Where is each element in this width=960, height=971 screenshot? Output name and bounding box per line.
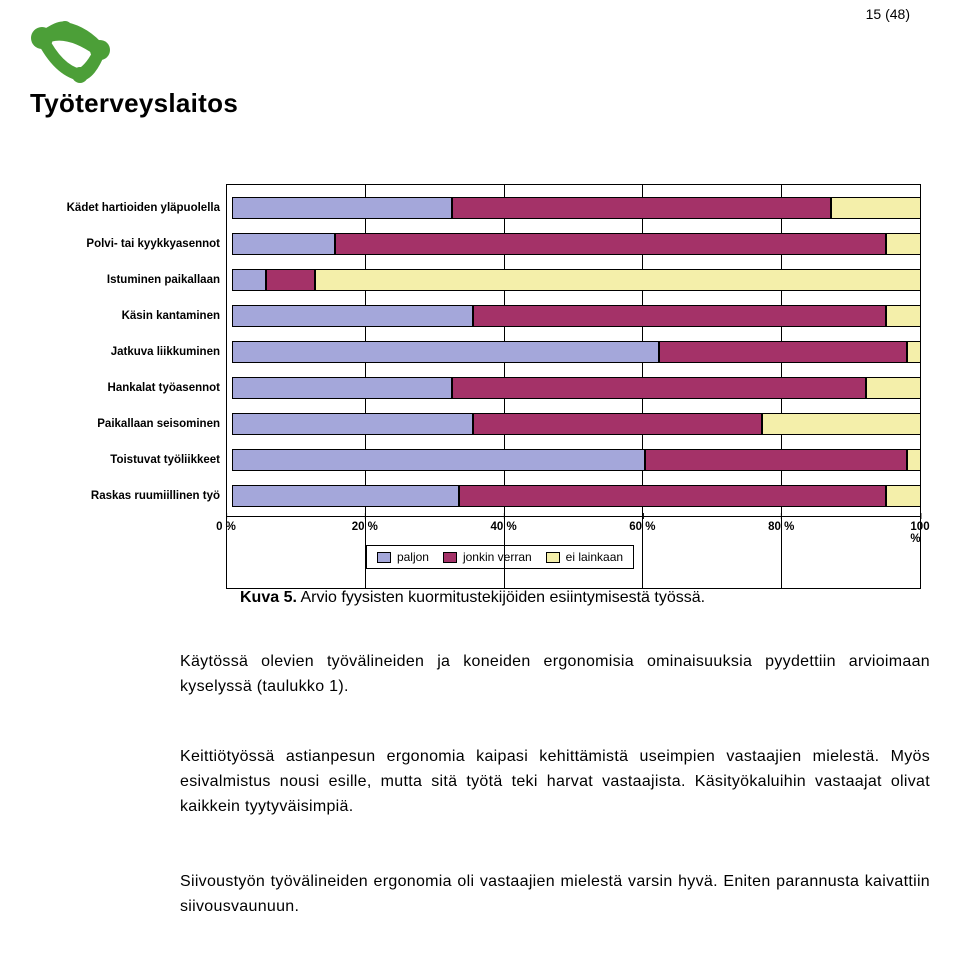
- bar-track: [226, 269, 940, 291]
- axis-tick: 0 %: [216, 513, 236, 533]
- bar-segment: [335, 233, 886, 255]
- bar-track: [226, 197, 940, 219]
- chart-caption: Kuva 5. Arvio fyysisten kuormitustekijöi…: [240, 589, 940, 607]
- legend-item: paljon: [377, 550, 429, 564]
- bar-label: Jatkuva liikkuminen: [60, 346, 226, 359]
- caption-bold: Kuva 5.: [240, 589, 297, 606]
- bar-segment: [459, 485, 886, 507]
- bar-segment: [886, 305, 921, 327]
- bars-container: Kädet hartioiden yläpuolella Polvi- tai k…: [60, 190, 940, 514]
- bar-label: Paikallaan seisominen: [60, 418, 226, 431]
- bar-track: [226, 449, 940, 471]
- bar-row: Hankalat työasennot: [60, 370, 940, 406]
- legend-label: paljon: [397, 550, 429, 564]
- bar-label: Istuminen paikallaan: [60, 274, 226, 287]
- bar-track: [226, 305, 940, 327]
- bar-segment: [232, 449, 645, 471]
- bar-segment: [232, 197, 452, 219]
- bar-track: [226, 413, 940, 435]
- logo-text: Työterveyslaitos: [30, 88, 238, 119]
- x-axis: 0 %20 %40 %60 %80 %100 %: [60, 516, 940, 535]
- legend-item: jonkin verran: [443, 550, 532, 564]
- bar-row: Istuminen paikallaan: [60, 262, 940, 298]
- bar-segment: [886, 485, 921, 507]
- axis-tick: 80 %: [768, 513, 794, 533]
- bar-segment: [232, 377, 452, 399]
- bar-segment: [866, 377, 921, 399]
- bar-row: Paikallaan seisominen: [60, 406, 940, 442]
- bar-segment: [232, 269, 267, 291]
- legend: paljon jonkin verran ei lainkaan: [366, 545, 634, 569]
- bar-label: Polvi- tai kyykkyasennot: [60, 238, 226, 251]
- legend-swatch: [443, 552, 457, 563]
- caption-rest: Arvio fyysisten kuormitustekijöiden esii…: [297, 589, 705, 606]
- bar-segment: [473, 413, 762, 435]
- bar-track: [226, 485, 940, 507]
- paragraph-3: Siivoustyön työvälineiden ergonomia oli …: [180, 870, 930, 920]
- page-number: 15 (48): [866, 6, 910, 22]
- axis-tick: 60 %: [629, 513, 655, 533]
- bar-row: Jatkuva liikkuminen: [60, 334, 940, 370]
- legend-swatch: [546, 552, 560, 563]
- legend-label: jonkin verran: [463, 550, 532, 564]
- paragraph-2: Keittiötyössä astianpesun ergonomia kaip…: [180, 745, 930, 819]
- bar-chart: Kädet hartioiden yläpuolella Polvi- tai k…: [60, 190, 940, 607]
- bar-segment: [232, 341, 659, 363]
- bar-segment: [659, 341, 907, 363]
- bar-label: Raskas ruumiillinen työ: [60, 490, 226, 503]
- bar-row: Käsin kantaminen: [60, 298, 940, 334]
- bar-row: Toistuvat työliikkeet: [60, 442, 940, 478]
- bar-row: Raskas ruumiillinen työ: [60, 478, 940, 514]
- bar-segment: [762, 413, 920, 435]
- bar-segment: [452, 197, 831, 219]
- bar-label: Käsin kantaminen: [60, 310, 226, 323]
- logo-mark: [30, 20, 110, 90]
- bar-track: [226, 377, 940, 399]
- bar-segment: [831, 197, 921, 219]
- bar-segment: [886, 233, 921, 255]
- legend-item: ei lainkaan: [546, 550, 623, 564]
- bar-segment: [266, 269, 314, 291]
- bar-segment: [473, 305, 886, 327]
- axis-tick: 100 %: [910, 513, 929, 545]
- axis-tick: 40 %: [490, 513, 516, 533]
- bar-segment: [232, 305, 473, 327]
- axis-tick: 20 %: [352, 513, 378, 533]
- bar-row: Polvi- tai kyykkyasennot: [60, 226, 940, 262]
- bar-label: Toistuvat työliikkeet: [60, 454, 226, 467]
- bar-label: Kädet hartioiden yläpuolella: [60, 202, 226, 215]
- bar-segment: [907, 341, 921, 363]
- bar-segment: [645, 449, 907, 471]
- paragraph-1: Käytössä olevien työvälineiden ja koneid…: [180, 650, 930, 700]
- legend-swatch: [377, 552, 391, 563]
- bar-track: [226, 233, 940, 255]
- logo: Työterveyslaitos: [30, 20, 238, 119]
- bar-track: [226, 341, 940, 363]
- legend-label: ei lainkaan: [566, 550, 623, 564]
- bar-segment: [315, 269, 921, 291]
- bar-label: Hankalat työasennot: [60, 382, 226, 395]
- bar-segment: [232, 413, 473, 435]
- bar-segment: [452, 377, 865, 399]
- bar-segment: [907, 449, 921, 471]
- bar-row: Kädet hartioiden yläpuolella: [60, 190, 940, 226]
- bar-segment: [232, 485, 459, 507]
- bar-segment: [232, 233, 335, 255]
